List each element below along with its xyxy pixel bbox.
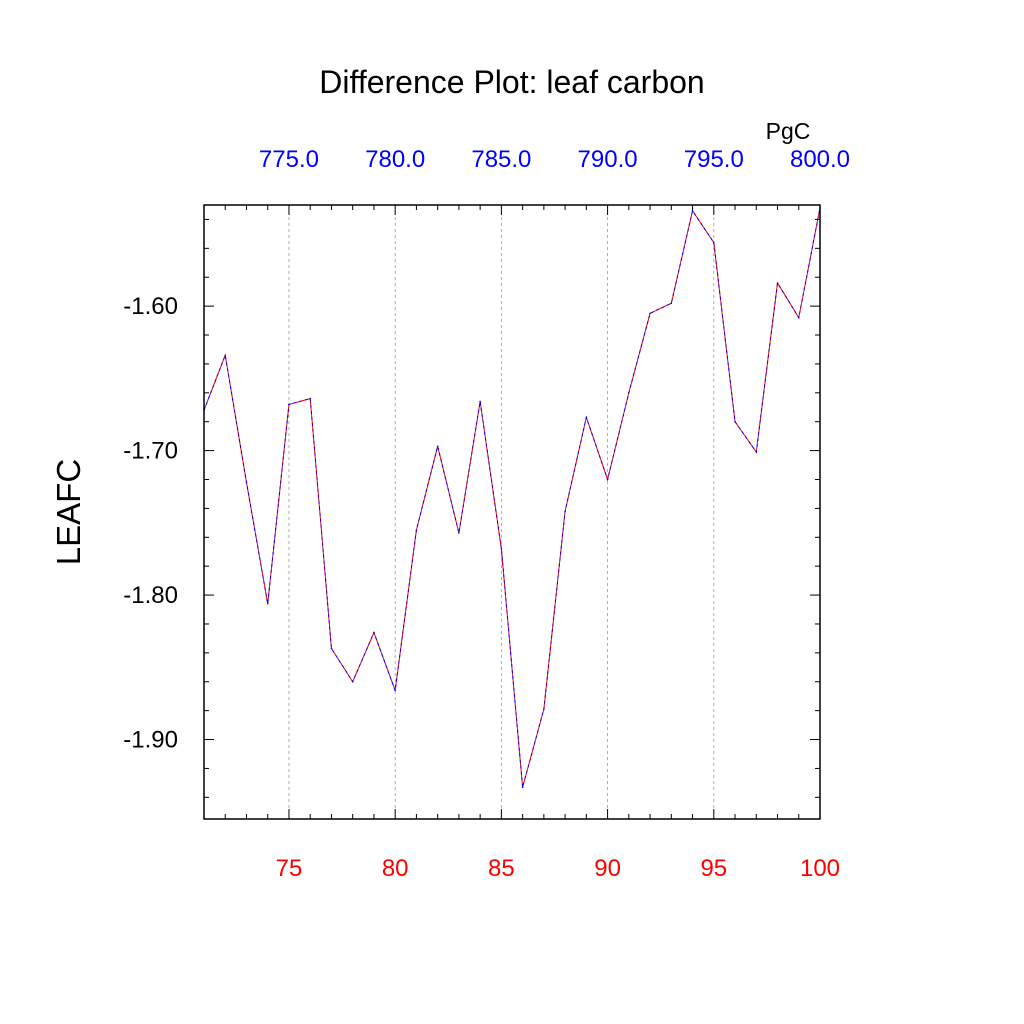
data-point — [330, 647, 333, 650]
x-tick-label-top: 785.0 — [471, 146, 531, 173]
x-tick-label-bottom: 75 — [276, 855, 303, 882]
data-point — [755, 451, 758, 453]
tick-labels: 75 80 85 90 95 100 775.0 780.0 785.0 790.0 795.0 80… — [123, 146, 850, 882]
x-tick-label-bottom: 90 — [594, 855, 621, 882]
y-tick-label: -1.60 — [123, 293, 178, 320]
data-point — [606, 478, 609, 481]
x-tick-label-top: 775.0 — [259, 146, 319, 173]
grid-lines — [288, 205, 821, 819]
x-tick-label-top: 795.0 — [684, 146, 744, 173]
x-tick-label-bottom: 80 — [382, 855, 409, 882]
data-point — [394, 689, 396, 692]
data-point — [309, 397, 312, 400]
data-point — [415, 529, 418, 531]
x-tick-label-bottom: 85 — [488, 855, 515, 882]
x-tick-label-bottom: 95 — [700, 855, 727, 882]
x-tick-label-bottom: 100 — [800, 855, 840, 882]
data-point — [649, 312, 651, 315]
series-line-0-dashed — [203, 207, 821, 788]
data-point — [373, 631, 375, 634]
top-axis-unit-label: PgC — [766, 118, 811, 144]
y-tick-label: -1.70 — [123, 438, 178, 465]
data-point — [458, 532, 460, 534]
data-point — [288, 403, 290, 406]
data-point — [670, 302, 673, 305]
data-point — [797, 316, 800, 319]
data-point — [776, 282, 779, 284]
x-tick-label-top: 790.0 — [578, 146, 638, 173]
data-point — [436, 445, 439, 448]
data-point — [266, 602, 269, 605]
data-point — [500, 548, 503, 550]
data-point — [521, 786, 524, 789]
data-point — [585, 416, 588, 419]
chart-title: Difference Plot: leaf carbon — [319, 64, 704, 100]
series-line-0 — [203, 207, 821, 788]
data-point — [734, 420, 736, 423]
data-point — [564, 510, 566, 513]
y-axis-label: LEAFC — [50, 459, 87, 565]
y-tick-label: -1.80 — [123, 582, 178, 609]
data-point — [691, 209, 694, 212]
data-point — [543, 708, 545, 711]
plot-frame — [203, 204, 821, 820]
x-tick-label-top: 780.0 — [365, 146, 425, 173]
series-lines — [203, 207, 821, 789]
axis-ticks — [203, 205, 821, 819]
data-point — [712, 241, 715, 244]
data-point — [351, 680, 354, 683]
data-point — [479, 400, 481, 403]
data-point — [245, 481, 248, 484]
data-point — [224, 354, 227, 357]
x-tick-label-top: 800.0 — [790, 146, 850, 173]
y-tick-label: -1.90 — [123, 727, 178, 754]
data-point — [628, 392, 630, 394]
